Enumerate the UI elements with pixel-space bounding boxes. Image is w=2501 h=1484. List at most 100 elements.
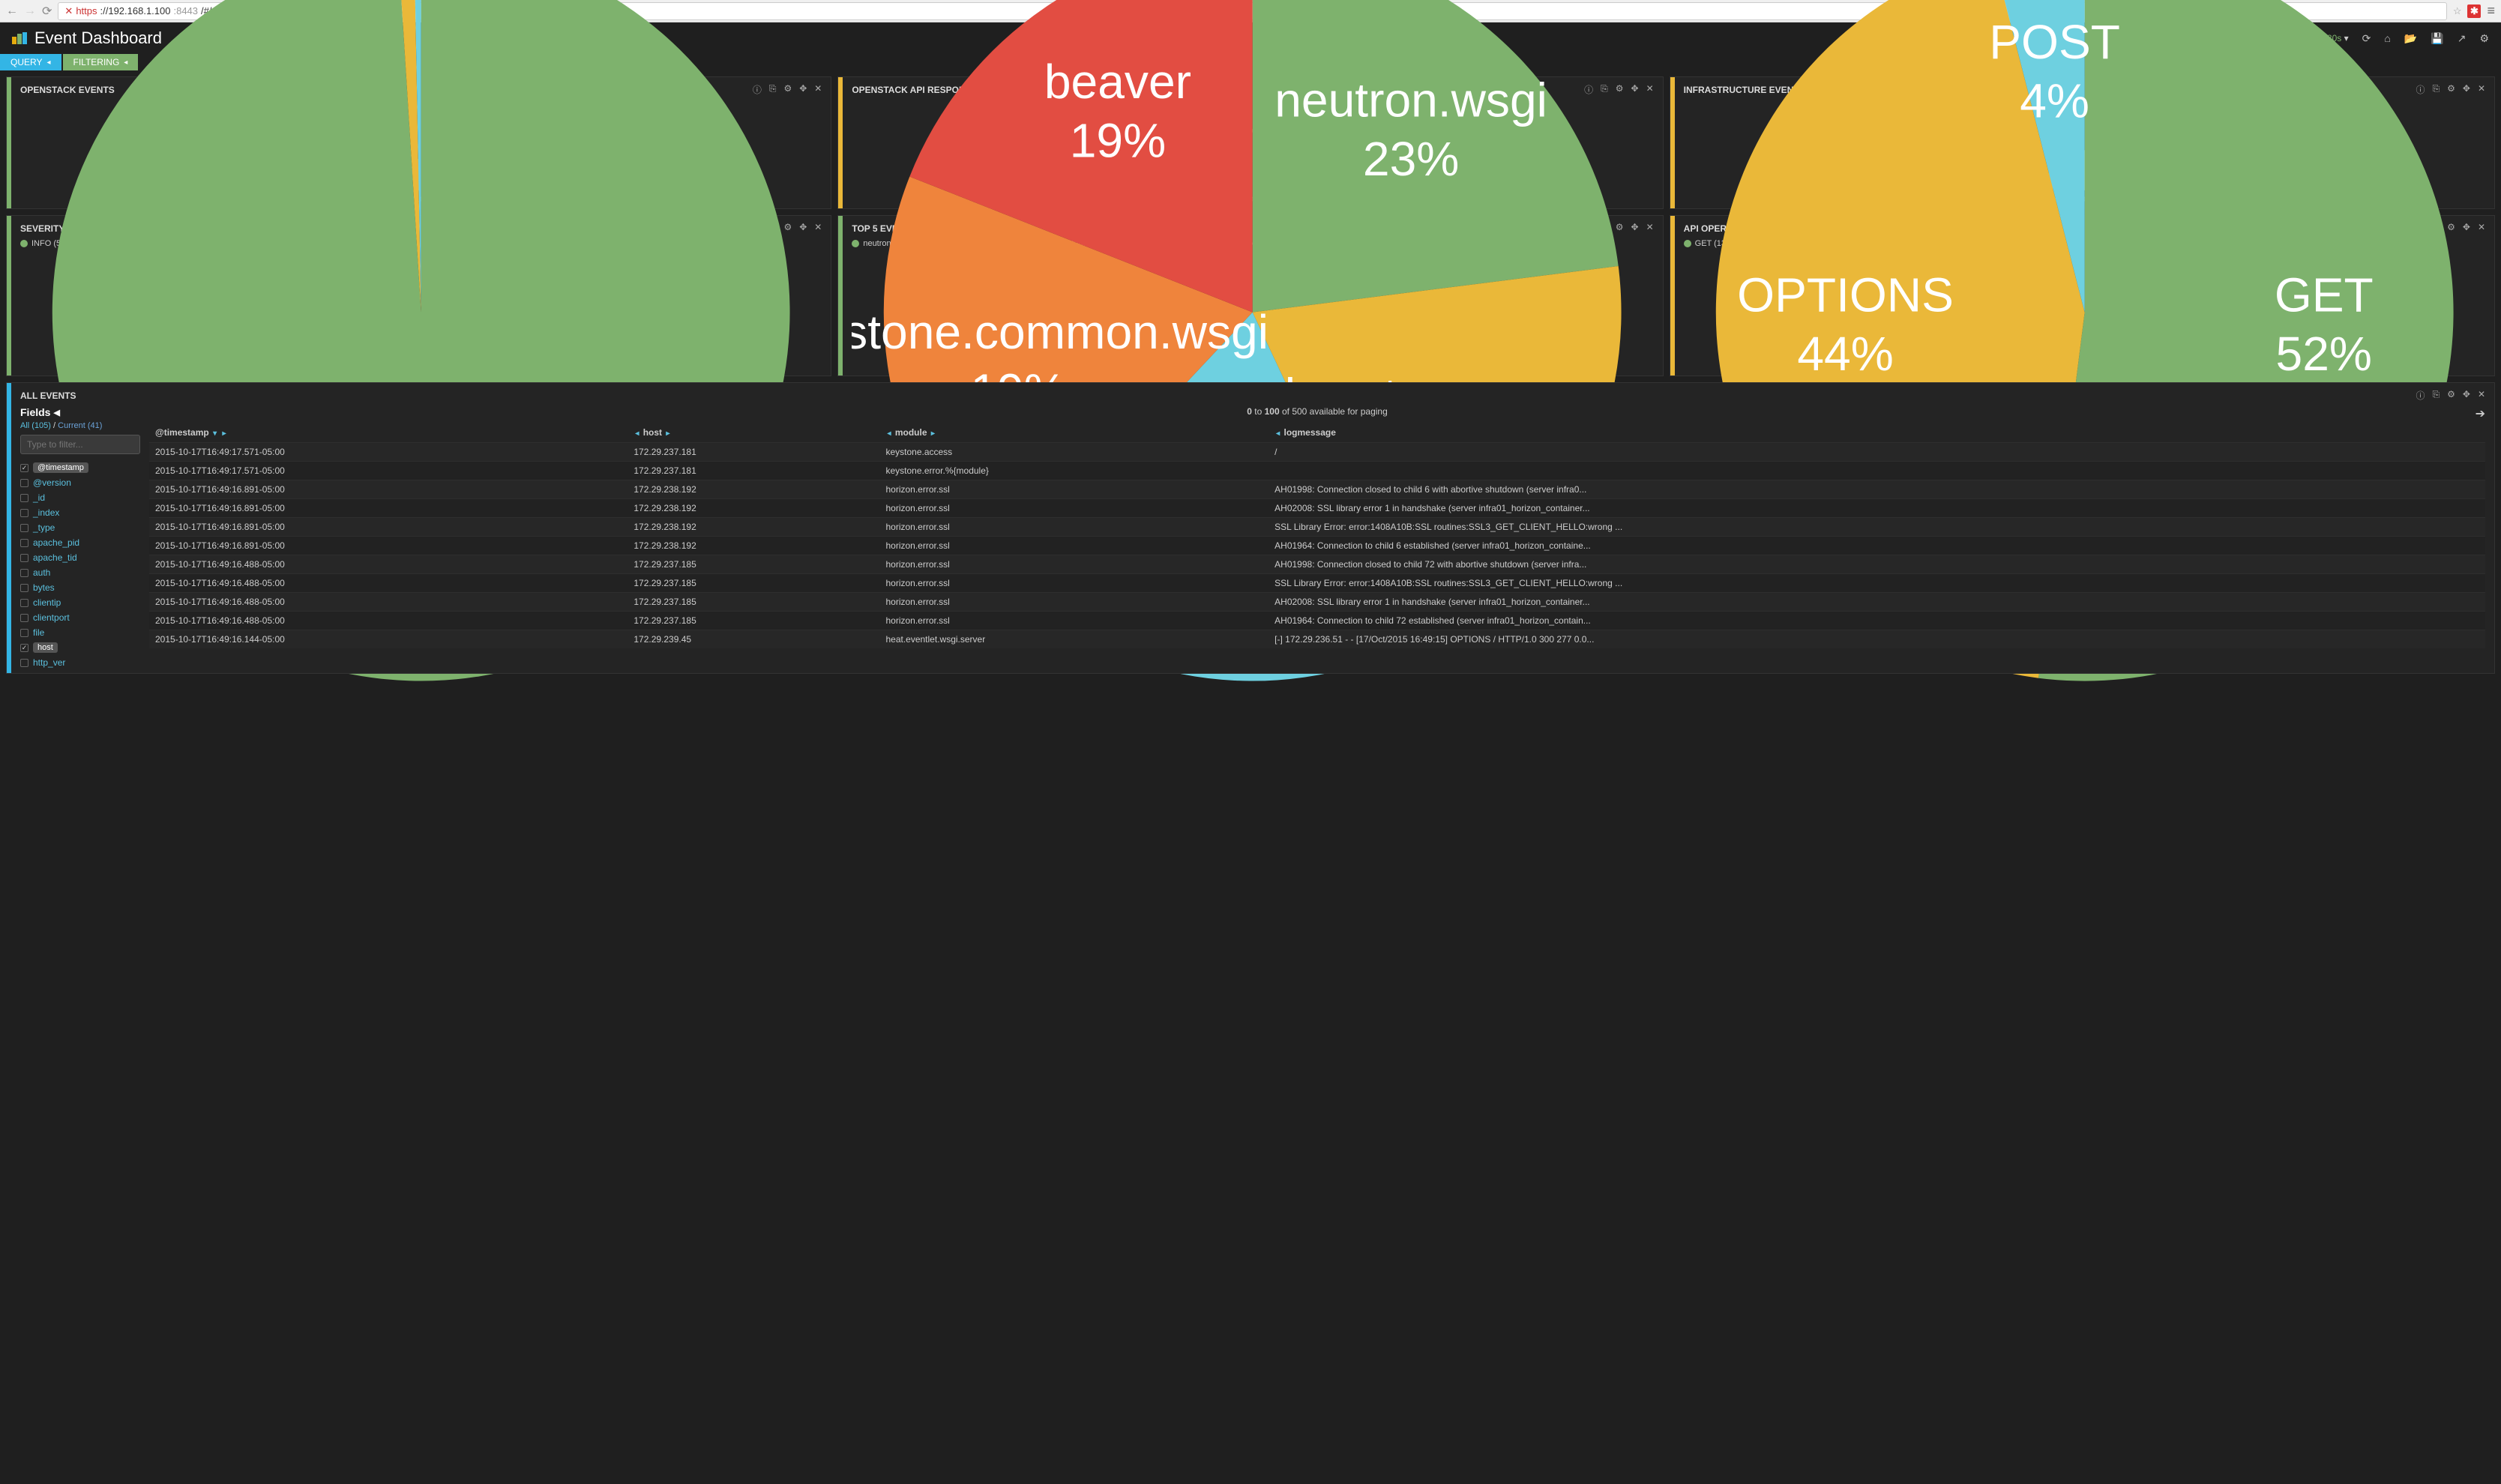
checkbox-icon[interactable] [20,554,28,562]
field-item[interactable]: @version [20,475,140,490]
table-cell: 172.29.237.181 [627,443,879,462]
panel: API OPERATIONS ⓘ⎘⚙✥✕GET (1308)OPTIONS (1… [1670,215,2495,376]
table-row[interactable]: 2015-10-17T16:49:16.891-05:00172.29.238.… [149,480,2485,499]
table-cell: horizon.error.ssl [879,612,1268,630]
fields-all-link[interactable]: All (105) [20,421,51,430]
table-cell: horizon.error.ssl [879,593,1268,612]
panel-icon-1[interactable]: ⎘ [2433,389,2440,402]
field-item[interactable]: clientip [20,595,140,610]
chevron-right-icon: ▸ [931,429,935,438]
checkbox-icon[interactable] [20,614,28,622]
fields-links: All (105) / Current (41) [20,421,140,430]
col-header[interactable]: ◂ module ▸ [879,423,1268,443]
table-cell: 172.29.238.192 [627,518,879,537]
field-item[interactable]: clientport [20,610,140,625]
table-cell: AH01998: Connection closed to child 72 w… [1268,555,2485,574]
table-cell: horizon.error.ssl [879,555,1268,574]
col-header[interactable]: @timestamp ▾ ▸ [149,423,627,443]
fields-filter-input[interactable] [20,435,140,454]
table-cell: AH02008: SSL library error 1 in handshak… [1268,499,2485,518]
table-cell: 172.29.237.185 [627,574,879,593]
checkbox-icon[interactable] [20,659,28,667]
table-row[interactable]: 2015-10-17T16:49:16.488-05:00172.29.237.… [149,612,2485,630]
field-item[interactable]: bytes [20,580,140,595]
checkbox-icon[interactable] [20,524,28,532]
table-row[interactable]: 2015-10-17T16:49:16.891-05:00172.29.238.… [149,518,2485,537]
svg-text:POST: POST [1989,15,2120,69]
checkbox-icon[interactable] [20,509,28,517]
top5-pie[interactable]: neutron.wsgi23%keystone.access20%keyston… [852,253,1653,372]
field-item[interactable]: _id [20,490,140,505]
table-cell: AH02008: SSL library error 1 in handshak… [1268,593,2485,612]
table-cell: horizon.error.ssl [879,499,1268,518]
field-item[interactable]: host [20,640,140,655]
field-item[interactable]: apache_tid [20,550,140,565]
checkbox-icon[interactable] [20,644,28,652]
panel-icon-2[interactable]: ⚙ [2447,389,2455,402]
table-row[interactable]: 2015-10-17T16:49:17.571-05:00172.29.237.… [149,462,2485,480]
checkbox-icon[interactable] [20,599,28,607]
checkbox-icon[interactable] [20,584,28,592]
field-item[interactable]: _type [20,520,140,535]
fields-current-link[interactable]: Current (41) [58,421,102,430]
svg-text:4%: 4% [2020,74,2089,128]
table-cell: / [1268,443,2485,462]
table-cell: 172.29.237.185 [627,612,879,630]
svg-text:44%: 44% [1797,327,1893,381]
svg-text:OPTIONS: OPTIONS [1737,268,1954,322]
checkbox-icon[interactable] [20,629,28,637]
field-item[interactable]: @timestamp [20,460,140,475]
field-item[interactable]: file [20,625,140,640]
table-cell: horizon.error.ssl [879,537,1268,555]
panel-icons: ⓘ ⎘ ⚙ ✥ ✕ [2416,389,2485,402]
events-table: @timestamp ▾ ▸◂ host ▸◂ module ▸◂ logmes… [149,423,2485,648]
table-cell: 2015-10-17T16:49:17.571-05:00 [149,443,627,462]
table-row[interactable]: 2015-10-17T16:49:16.488-05:00172.29.237.… [149,593,2485,612]
field-item[interactable]: auth [20,565,140,580]
next-page-icon[interactable]: ➔ [2476,406,2485,421]
severity-pie[interactable]: INFO99% [20,253,822,372]
browser-menu-icon[interactable]: ≡ [2487,3,2495,19]
panel-icon-0[interactable]: ⓘ [2416,389,2425,402]
field-item[interactable]: http_ver [20,655,140,670]
table-cell: AH01998: Connection closed to child 6 wi… [1268,480,2485,499]
api-ops-pie[interactable]: GET52%OPTIONS44%POST4% [1684,253,2485,372]
table-cell: 2015-10-17T16:49:16.891-05:00 [149,499,627,518]
table-cell: SSL Library Error: error:1408A10B:SSL ro… [1268,574,2485,593]
chevron-left-icon: ◂ [1276,429,1280,438]
field-item[interactable]: apache_pid [20,535,140,550]
back-icon[interactable]: ← [6,4,18,18]
field-item[interactable]: _index [20,505,140,520]
table-row[interactable]: 2015-10-17T16:49:17.571-05:00172.29.237.… [149,443,2485,462]
panel-icon-4[interactable]: ✕ [2478,389,2485,402]
col-header[interactable]: ◂ host ▸ [627,423,879,443]
table-cell: 2015-10-17T16:49:16.488-05:00 [149,612,627,630]
table-cell: heat.eventlet.wsgi.server [879,630,1268,649]
table-cell: 172.29.237.185 [627,593,879,612]
svg-text:neutron.wsgi: neutron.wsgi [1275,73,1548,127]
table-row[interactable]: 2015-10-17T16:49:16.144-05:00172.29.239.… [149,630,2485,649]
fields-header: Fields ◀ [20,406,140,418]
table-row[interactable]: 2015-10-17T16:49:16.488-05:00172.29.237.… [149,574,2485,593]
checkbox-icon[interactable] [20,494,28,502]
table-cell: SSL Library Error: error:1408A10B:SSL ro… [1268,518,2485,537]
table-row[interactable]: 2015-10-17T16:49:16.488-05:00172.29.237.… [149,555,2485,574]
panel-title: ALL EVENTS [20,390,76,401]
table-cell: AH01964: Connection to child 72 establis… [1268,612,2485,630]
checkbox-icon[interactable] [20,539,28,547]
checkbox-icon[interactable] [20,479,28,487]
chevron-left-icon[interactable]: ◀ [53,408,59,417]
table-cell: horizon.error.ssl [879,574,1268,593]
table-cell: 2015-10-17T16:49:16.891-05:00 [149,518,627,537]
col-header[interactable]: ◂ logmessage [1268,423,2485,443]
table-cell: 2015-10-17T16:49:17.571-05:00 [149,462,627,480]
svg-text:19%: 19% [1070,114,1166,168]
checkbox-icon[interactable] [20,569,28,577]
table-row[interactable]: 2015-10-17T16:49:16.891-05:00172.29.238.… [149,537,2485,555]
checkbox-icon[interactable] [20,464,28,472]
sort-desc-icon: ▾ [213,429,217,438]
table-row[interactable]: 2015-10-17T16:49:16.891-05:00172.29.238.… [149,499,2485,518]
table-cell: 2015-10-17T16:49:16.488-05:00 [149,593,627,612]
panel-icon-3[interactable]: ✥ [2463,389,2470,402]
table-cell [1268,462,2485,480]
